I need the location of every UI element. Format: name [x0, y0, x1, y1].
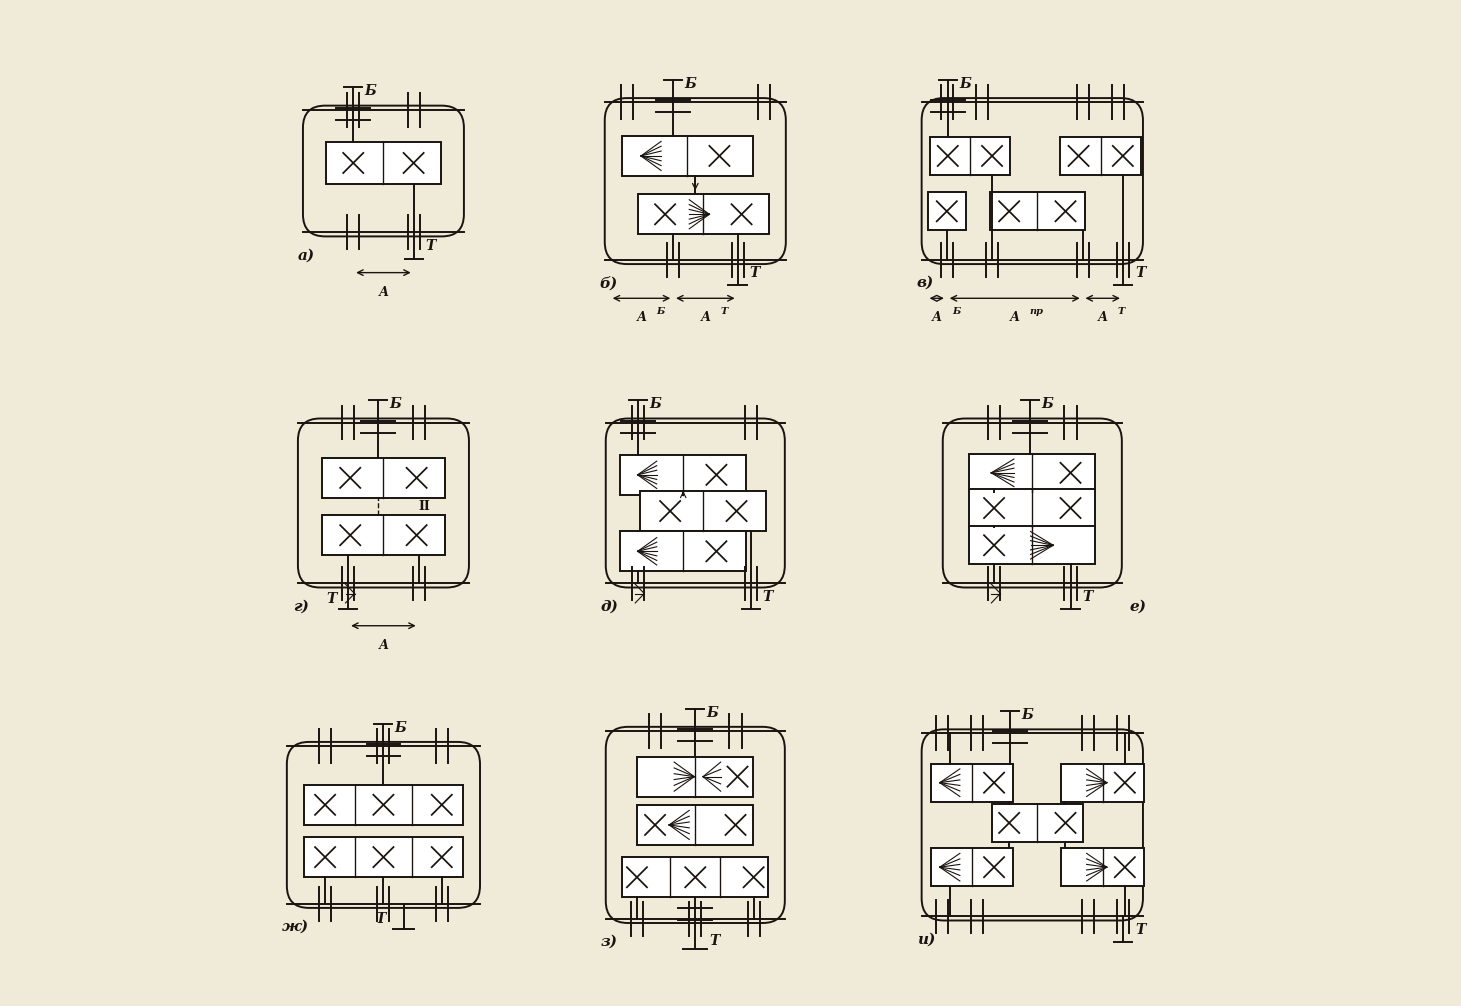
Bar	[970, 526, 1096, 564]
Bar	[621, 531, 747, 571]
Text: д): д)	[600, 600, 618, 614]
Text: А: А	[700, 312, 710, 324]
Text: Т: Т	[1083, 590, 1093, 604]
Bar	[1062, 764, 1144, 802]
Text: Б: Б	[951, 308, 960, 316]
Bar	[637, 757, 752, 797]
Text: Т: Т	[749, 267, 760, 280]
Bar	[304, 785, 463, 825]
Bar	[931, 764, 1012, 802]
Text: в): в)	[916, 277, 934, 290]
Text: Т: Т	[326, 592, 336, 606]
Text: Т: Т	[375, 912, 386, 926]
Text: А: А	[932, 312, 942, 324]
Text: Т: Т	[763, 590, 773, 604]
Text: и): и)	[916, 933, 935, 947]
Text: А: А	[378, 639, 389, 652]
Text: ж): ж)	[282, 919, 308, 934]
Bar	[929, 137, 1010, 175]
Text: Б: Б	[649, 397, 660, 411]
Bar	[638, 194, 768, 234]
Text: Б: Б	[1021, 708, 1033, 722]
Text: II: II	[419, 500, 431, 513]
Text: Б: Б	[390, 397, 402, 411]
Text: г): г)	[292, 600, 308, 614]
Bar	[989, 192, 1086, 230]
Bar	[970, 454, 1096, 492]
Bar	[622, 857, 768, 897]
Text: Т: Т	[1118, 308, 1125, 316]
Text: Т: Т	[720, 308, 728, 316]
Bar	[637, 805, 752, 845]
Bar	[622, 136, 752, 176]
Text: Т: Т	[1135, 923, 1145, 937]
Text: Т: Т	[425, 239, 435, 254]
Bar	[1061, 137, 1141, 175]
Text: Б: Б	[364, 83, 375, 98]
Bar	[640, 491, 766, 531]
Text: Т: Т	[710, 935, 720, 948]
Bar	[304, 837, 463, 877]
Text: а): а)	[298, 248, 316, 263]
Text: А: А	[378, 286, 389, 299]
Text: Б: Б	[394, 721, 406, 734]
Bar	[621, 455, 747, 495]
Bar	[931, 848, 1012, 886]
Bar	[326, 142, 441, 184]
Text: Б: Б	[656, 308, 665, 316]
Bar	[992, 804, 1083, 842]
Text: Т: Т	[1135, 267, 1145, 280]
Text: е): е)	[1129, 600, 1147, 614]
Text: Б: Б	[706, 706, 719, 719]
Bar	[321, 458, 444, 498]
Text: Б: Б	[958, 77, 970, 91]
Bar	[1062, 848, 1144, 886]
Bar	[928, 192, 966, 230]
Bar	[970, 489, 1096, 527]
Text: Б: Б	[684, 77, 695, 91]
Text: А: А	[1010, 312, 1020, 324]
Bar	[321, 515, 444, 555]
Text: з): з)	[600, 936, 618, 949]
Text: Б: Б	[1042, 397, 1053, 411]
Text: б): б)	[599, 277, 618, 291]
Text: пр: пр	[1030, 308, 1043, 316]
Text: А: А	[637, 312, 647, 324]
Text: А: А	[1097, 312, 1107, 324]
